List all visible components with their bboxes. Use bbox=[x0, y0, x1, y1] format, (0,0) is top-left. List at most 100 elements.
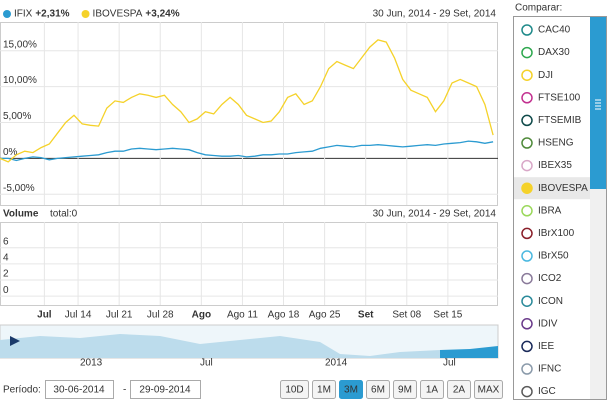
legend-change[interactable]: +2,31% bbox=[35, 9, 69, 20]
y-tick-label: 4 bbox=[3, 253, 9, 264]
y-tick-label: 5,00% bbox=[3, 111, 31, 122]
x-tick-label: Set 08 bbox=[392, 310, 421, 321]
compare-marker[interactable] bbox=[521, 250, 533, 262]
y-tick-label: 0% bbox=[3, 147, 18, 158]
range-button-label[interactable]: 10D bbox=[285, 385, 303, 396]
range-button-label[interactable]: 1M bbox=[317, 385, 331, 396]
range-button-label[interactable]: 6M bbox=[371, 385, 385, 396]
x-tick-label: Jul bbox=[37, 310, 52, 321]
navigator-label: 2013 bbox=[80, 358, 103, 369]
volume-chart: 6 4 2 0 Volume total:0 30 Jun, 2014 - 29 Set, … bbox=[0, 209, 498, 321]
x-tick-label: Jul 28 bbox=[147, 310, 174, 321]
compare-label[interactable]: CAC40 bbox=[538, 25, 571, 36]
compare-label[interactable]: IBRA bbox=[538, 205, 562, 216]
x-tick-label: Set bbox=[358, 310, 374, 321]
legend-change[interactable]: +3,24% bbox=[145, 9, 179, 20]
compare-marker[interactable] bbox=[521, 363, 533, 375]
series-line bbox=[0, 39, 494, 163]
compare-marker[interactable] bbox=[521, 24, 533, 36]
compare-marker[interactable] bbox=[521, 159, 533, 172]
legend-name[interactable]: IFIX bbox=[14, 9, 33, 20]
range-button-label[interactable]: 9M bbox=[398, 385, 412, 396]
x-tick-label: Set 15 bbox=[433, 310, 462, 321]
navigator-label: 2014 bbox=[325, 358, 348, 369]
compare-label[interactable]: IFNC bbox=[538, 364, 561, 375]
range-button[interactable] bbox=[474, 380, 503, 399]
compare-label[interactable]: FTSE100 bbox=[538, 92, 581, 103]
compare-label[interactable]: HSENG bbox=[538, 138, 574, 149]
end-input[interactable] bbox=[130, 380, 201, 399]
range-button-label[interactable]: 3M bbox=[344, 385, 358, 396]
compare-marker[interactable] bbox=[521, 318, 533, 330]
compare-label[interactable]: FTSEMIB bbox=[538, 115, 582, 126]
selected-row bbox=[514, 177, 590, 200]
compare-marker[interactable] bbox=[521, 205, 533, 217]
compare-label[interactable]: DJI bbox=[538, 70, 553, 81]
x-tick-label: Jul 14 bbox=[65, 310, 92, 321]
compare-label[interactable]: IDIV bbox=[538, 318, 558, 329]
compare-label[interactable]: DAX30 bbox=[538, 47, 570, 58]
navigator-label: Jul bbox=[200, 358, 213, 369]
x-tick-label: Jul 21 bbox=[106, 310, 133, 321]
navigator-label: Jul bbox=[443, 358, 456, 369]
period-label: Período: bbox=[3, 385, 41, 396]
controls: Período: 30-06-2014 - 29-09-2014 10D 1M 3M 6M 9M… bbox=[3, 380, 503, 399]
compare-marker[interactable] bbox=[521, 272, 533, 285]
range-button[interactable] bbox=[393, 380, 417, 399]
x-tick-label: Ago bbox=[192, 310, 211, 321]
range-button[interactable] bbox=[447, 380, 471, 399]
range-button-label[interactable]: 1A bbox=[426, 385, 439, 396]
play-icon[interactable] bbox=[10, 336, 20, 346]
date-range: 30 Jun, 2014 - 29 Set, 2014 bbox=[373, 9, 497, 20]
x-tick-label: Ago 25 bbox=[309, 310, 341, 321]
y-tick-label: 2 bbox=[3, 269, 9, 280]
legend-marker[interactable] bbox=[81, 10, 90, 18]
compare-label[interactable]: ICON bbox=[538, 296, 563, 307]
start-input[interactable] bbox=[45, 380, 114, 399]
compare-label[interactable]: IBEX35 bbox=[538, 160, 572, 171]
start-date[interactable]: 30-06-2014 bbox=[53, 385, 105, 396]
range-button[interactable] bbox=[339, 380, 363, 399]
price-panel bbox=[0, 22, 498, 206]
y-tick-label: 10,00% bbox=[3, 75, 37, 86]
navigator-selected bbox=[440, 346, 498, 358]
compare-label[interactable]: IGC bbox=[538, 386, 556, 397]
range-button-label[interactable]: MAX bbox=[478, 385, 500, 396]
compare-label[interactable]: ICO2 bbox=[538, 273, 562, 284]
price-chart: 15,00% 10,00% 5,00% 0% -5,00% IFIX +2,31% IBOVE… bbox=[0, 9, 498, 205]
compare-marker[interactable] bbox=[521, 182, 533, 194]
series-line bbox=[0, 140, 494, 162]
compare-marker[interactable] bbox=[521, 46, 533, 59]
date-range: 30 Jun, 2014 - 29 Set, 2014 bbox=[373, 209, 497, 220]
legend-marker[interactable] bbox=[3, 10, 11, 18]
y-tick-label: 6 bbox=[3, 236, 9, 247]
compare-marker[interactable] bbox=[521, 340, 533, 353]
compare-marker[interactable] bbox=[521, 114, 533, 127]
x-tick-label: Ago 11 bbox=[227, 310, 258, 321]
compare-marker[interactable] bbox=[521, 137, 533, 149]
navigator bbox=[0, 324, 499, 359]
navigator-area bbox=[0, 334, 440, 358]
compare-marker[interactable] bbox=[521, 92, 533, 104]
compare-label[interactable]: IBOVESPA bbox=[538, 183, 588, 194]
range-button-label[interactable]: 2A bbox=[453, 385, 466, 396]
compare-label[interactable]: IBrX50 bbox=[538, 251, 569, 262]
range-button[interactable] bbox=[366, 380, 390, 399]
compare-label[interactable]: IBrX100 bbox=[538, 228, 575, 239]
compare-title: Comparar: bbox=[515, 3, 562, 14]
compare-label[interactable]: IEE bbox=[538, 341, 554, 352]
compare-marker[interactable] bbox=[521, 69, 533, 81]
compare-marker[interactable] bbox=[521, 227, 533, 240]
navigator-labels: 2013 Jul 2014 Jul bbox=[80, 358, 456, 369]
compare-panel: Comparar: CAC40 DAX30 DJI FTSE100 FTSEMIB HSEN… bbox=[513, 3, 607, 400]
range-button[interactable] bbox=[420, 380, 444, 399]
compare-marker[interactable] bbox=[521, 295, 533, 307]
end-date[interactable]: 29-09-2014 bbox=[139, 385, 191, 396]
separator: - bbox=[123, 385, 126, 396]
legend-name[interactable]: IBOVESPA bbox=[93, 9, 143, 20]
range-button[interactable] bbox=[280, 380, 309, 399]
compare-marker[interactable] bbox=[521, 385, 533, 398]
range-button[interactable] bbox=[312, 380, 336, 399]
y-tick-label: 0 bbox=[3, 285, 9, 296]
